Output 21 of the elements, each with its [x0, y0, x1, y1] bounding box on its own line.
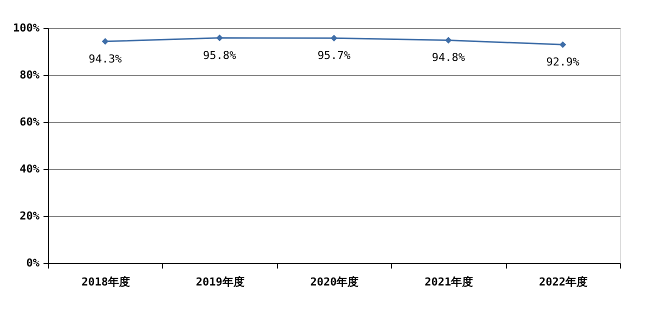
data-label: 92.9% [546, 56, 580, 69]
y-tick-label: 0% [26, 256, 40, 270]
point [559, 41, 566, 48]
y-tick-label: 100% [13, 22, 40, 34]
data-label: 95.8% [203, 48, 237, 62]
x-tick-label: 2021年度 [424, 276, 474, 288]
y-tick-label: 40% [20, 162, 40, 176]
y-tick-label: 80% [20, 68, 40, 82]
x-tick-label: 2018年度 [81, 276, 130, 288]
point [102, 38, 109, 45]
data-label: 95.7% [317, 49, 351, 62]
x-tick-label: 2020年度 [310, 276, 359, 288]
point [216, 34, 223, 42]
point [330, 34, 338, 42]
y-tick-label: 20% [20, 210, 40, 222]
x-tick-label: 2019年度 [196, 276, 244, 288]
data-label: 94.8% [432, 51, 466, 64]
x-tick-label: 2022年度 [539, 276, 588, 288]
data-label: 94.3% [88, 52, 122, 66]
y-tick-label: 60% [20, 116, 40, 128]
point [445, 36, 452, 44]
